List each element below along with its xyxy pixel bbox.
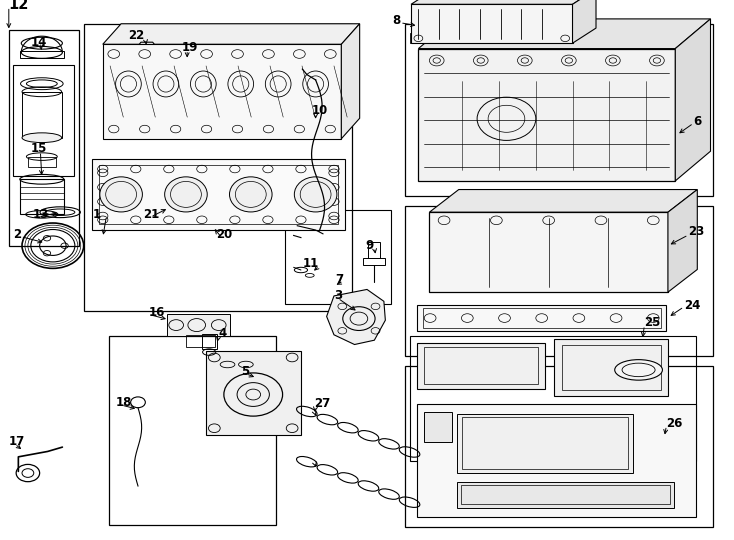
Text: 25: 25 <box>644 316 661 329</box>
Bar <box>417 305 666 331</box>
Ellipse shape <box>230 177 272 212</box>
Bar <box>556 33 574 43</box>
Bar <box>92 159 345 230</box>
Text: 9: 9 <box>366 239 374 252</box>
Bar <box>202 334 217 349</box>
Ellipse shape <box>294 177 337 212</box>
Text: 23: 23 <box>688 225 705 238</box>
Bar <box>562 345 661 390</box>
Polygon shape <box>418 49 675 181</box>
Text: 27: 27 <box>314 397 330 410</box>
Bar <box>457 482 674 508</box>
Polygon shape <box>429 212 668 292</box>
Polygon shape <box>327 289 385 345</box>
Bar <box>20 51 64 58</box>
Bar <box>109 336 276 525</box>
Bar <box>457 414 633 473</box>
Bar <box>410 336 696 461</box>
Text: 17: 17 <box>9 435 25 448</box>
Ellipse shape <box>100 177 142 212</box>
Text: 18: 18 <box>116 396 132 409</box>
Bar <box>22 92 62 138</box>
Bar <box>20 179 64 214</box>
Polygon shape <box>573 0 596 43</box>
Bar <box>167 314 230 336</box>
Text: 2: 2 <box>13 228 21 241</box>
Text: 5: 5 <box>241 365 249 378</box>
Text: 11: 11 <box>303 257 319 270</box>
Bar <box>28 157 56 167</box>
Polygon shape <box>103 44 341 139</box>
Text: 10: 10 <box>312 104 328 117</box>
Bar <box>363 258 385 265</box>
Polygon shape <box>429 190 697 212</box>
Polygon shape <box>668 190 697 292</box>
Bar <box>186 335 215 347</box>
Bar <box>462 417 628 469</box>
Text: 16: 16 <box>148 306 164 319</box>
Polygon shape <box>341 24 360 139</box>
Bar <box>99 165 338 224</box>
Ellipse shape <box>615 360 663 380</box>
Bar <box>429 288 668 292</box>
Bar <box>405 206 713 356</box>
Bar <box>461 485 670 504</box>
Bar <box>417 404 696 517</box>
Polygon shape <box>411 4 573 43</box>
Bar <box>206 351 301 435</box>
Text: 20: 20 <box>217 228 233 241</box>
Text: 7: 7 <box>335 273 344 286</box>
Bar <box>405 366 713 527</box>
Bar <box>84 24 352 310</box>
Bar <box>554 339 668 396</box>
Text: 8: 8 <box>392 14 400 27</box>
Text: 22: 22 <box>128 29 145 42</box>
Polygon shape <box>418 19 711 49</box>
Text: 1: 1 <box>93 208 101 221</box>
Text: 26: 26 <box>666 417 683 430</box>
Bar <box>285 210 391 304</box>
Bar <box>417 343 545 389</box>
Text: 3: 3 <box>334 289 342 302</box>
Polygon shape <box>135 42 159 57</box>
Text: 24: 24 <box>684 299 700 312</box>
Bar <box>13 65 74 176</box>
Text: 19: 19 <box>182 41 198 54</box>
Polygon shape <box>411 0 596 4</box>
Circle shape <box>140 45 153 55</box>
Text: 4: 4 <box>219 327 227 340</box>
Ellipse shape <box>164 177 207 212</box>
Polygon shape <box>675 19 711 181</box>
Text: 12: 12 <box>9 0 29 12</box>
Bar <box>368 242 380 258</box>
Text: 14: 14 <box>31 36 47 49</box>
Text: 13: 13 <box>33 208 49 221</box>
Bar <box>424 412 452 442</box>
Text: 6: 6 <box>694 115 702 128</box>
Text: 21: 21 <box>143 208 159 221</box>
Text: 15: 15 <box>31 142 47 155</box>
Ellipse shape <box>22 133 62 143</box>
Bar <box>423 308 661 328</box>
Bar <box>410 33 427 43</box>
Polygon shape <box>103 24 360 44</box>
Bar <box>405 24 713 196</box>
Bar <box>9 30 79 246</box>
Bar <box>424 347 538 384</box>
